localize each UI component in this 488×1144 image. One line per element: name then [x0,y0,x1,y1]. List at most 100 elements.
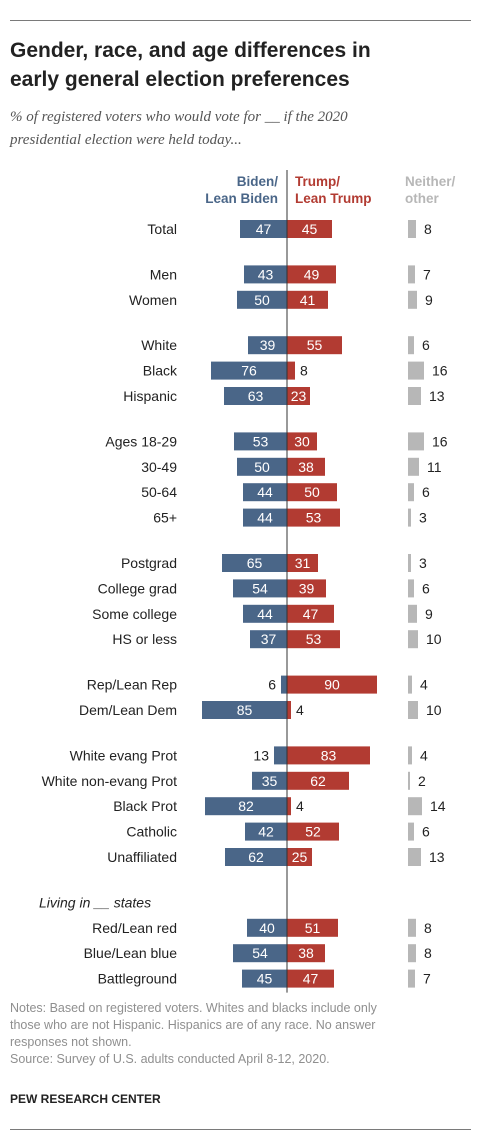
pew-research-center-credit: PEW RESEARCH CENTER [10,1092,161,1106]
other-bar-unaffiliated [408,848,421,866]
other-bar-50-64 [408,483,414,501]
row-label-battleground: Battleground [98,971,177,987]
other-value-total: 8 [424,221,432,237]
other-bar-men [408,265,415,283]
notes-source-line: Source: Survey of U.S. adults conducted … [10,1051,476,1068]
biden-value-women: 50 [254,292,270,308]
other-bar-white-evang-prot [408,746,412,764]
other-value-dem-lean-dem: 10 [426,702,442,718]
other-bar-rep-lean-rep [408,676,412,694]
biden-value-unaffiliated: 62 [248,849,264,865]
other-value-hispanic: 13 [429,388,445,404]
trump-value-hispanic: 23 [291,388,307,404]
biden-value-red-lean-red: 40 [259,920,275,936]
other-bar-ages-18-29 [408,432,424,450]
other-value-black: 16 [432,363,448,379]
other-value-white: 6 [422,337,430,353]
biden-value-black-prot: 82 [238,798,254,814]
other-bar-white [408,336,414,354]
notes-line-2: those who are not Hispanic. Hispanics ar… [10,1017,476,1034]
chart-title-line-1: Gender, race, and age differences in [10,36,476,65]
biden-value-white-non-evang-prot: 35 [262,773,278,789]
trump-value-white-evang-prot: 83 [321,747,337,763]
other-value-white-evang-prot: 4 [420,747,428,763]
trump-value-black: 8 [300,363,308,379]
other-bar-black [408,362,424,380]
row-label-white: White [141,337,177,353]
other-bar-women [408,291,417,309]
trump-value-college-grad: 39 [299,580,315,596]
trump-value-dem-lean-dem: 4 [296,702,304,718]
other-value-battleground: 7 [423,971,431,987]
other-value-ages-18-29: 16 [432,433,448,449]
trump-value-ages-18-29: 30 [294,433,310,449]
other-value-blue-lean-blue: 8 [424,945,432,961]
row-label-65: 65+ [153,510,177,526]
other-bar-battleground [408,970,415,988]
trump-value-black-prot: 4 [296,798,304,814]
other-header: Neither/other [405,174,456,206]
chart-notes: Notes: Based on registered voters. White… [10,1000,476,1068]
trump-value-red-lean-red: 51 [305,920,321,936]
other-value-hs-or-less: 10 [426,631,442,647]
row-label-hispanic: Hispanic [123,388,177,404]
row-label-white-evang-prot: White evang Prot [70,747,177,763]
other-value-65: 3 [419,510,427,526]
biden-value-some-college: 44 [257,606,273,622]
biden-value-dem-lean-dem: 85 [237,702,253,718]
other-bar-catholic [408,823,414,841]
biden-value-battleground: 45 [257,971,273,987]
notes-line-1: Notes: Based on registered voters. White… [10,1000,476,1017]
biden-value-ages-18-29: 53 [253,433,269,449]
other-bar-some-college [408,605,417,623]
other-bar-postgrad [408,554,411,572]
biden-value-white-evang-prot: 13 [253,747,269,763]
biden-value-65: 44 [257,510,273,526]
row-label-ages-18-29: Ages 18-29 [105,433,177,449]
other-bar-dem-lean-dem [408,701,418,719]
other-value-women: 9 [425,292,433,308]
trump-value-women: 41 [300,292,316,308]
other-value-college-grad: 6 [422,580,430,596]
row-label-dem-lean-dem: Dem/Lean Dem [79,702,177,718]
row-label-postgrad: Postgrad [121,555,177,571]
row-label-unaffiliated: Unaffiliated [107,849,177,865]
other-bar-black-prot [408,797,422,815]
trump-value-65: 53 [306,510,322,526]
other-value-50-64: 6 [422,484,430,500]
biden-value-hs-or-less: 37 [261,631,277,647]
row-label-some-college: Some college [92,606,177,622]
row-label-men: Men [150,266,177,282]
row-label-hs-or-less: HS or less [112,631,177,647]
other-value-rep-lean-rep: 4 [420,677,428,693]
trump-value-postgrad: 31 [295,555,311,571]
trump-value-some-college: 47 [303,606,319,622]
trump-value-white-non-evang-prot: 62 [310,773,326,789]
biden-value-black: 76 [241,363,257,379]
chart-title-line-2: early general election preferences [10,65,476,94]
biden-value-50-64: 44 [257,484,273,500]
trump-value-unaffiliated: 25 [292,849,308,865]
biden-value-catholic: 42 [258,824,274,840]
row-label-total: Total [147,221,177,237]
biden-value-white: 39 [260,337,276,353]
chart-subtitle: % of registered voters who would vote fo… [10,106,476,152]
row-label-50-64: 50-64 [141,484,177,500]
trump-bar-dem-lean-dem [287,701,291,719]
other-bar-blue-lean-blue [408,944,416,962]
trump-value-catholic: 52 [305,824,321,840]
biden-value-postgrad: 65 [247,555,263,571]
row-label-black: Black [143,363,178,379]
trump-header: Trump/Lean Trump [295,174,372,206]
biden-value-college-grad: 54 [252,580,268,596]
row-label-rep-lean-rep: Rep/Lean Rep [87,677,178,693]
other-value-catholic: 6 [422,824,430,840]
biden-value-blue-lean-blue: 54 [252,945,268,961]
trump-value-total: 45 [302,221,318,237]
biden-value-men: 43 [258,266,274,282]
other-value-men: 7 [423,266,431,282]
trump-bar-black-prot [287,797,291,815]
other-value-red-lean-red: 8 [424,920,432,936]
trump-value-hs-or-less: 53 [306,631,322,647]
row-label-black-prot: Black Prot [113,798,177,814]
